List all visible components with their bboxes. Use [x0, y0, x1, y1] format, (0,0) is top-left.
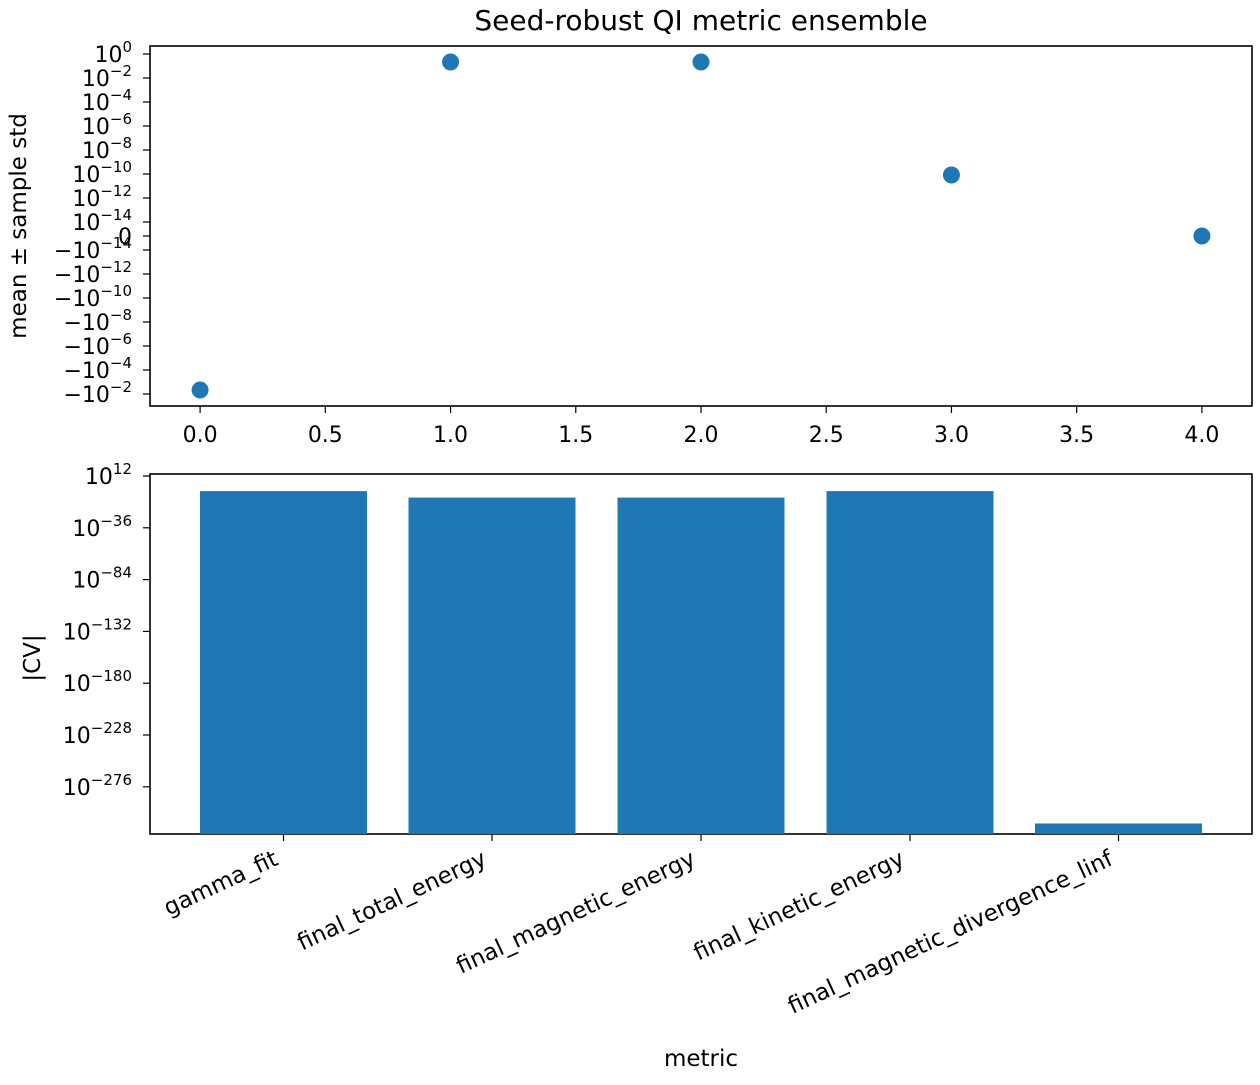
scatter-y-axis-label: mean ± sample std	[6, 113, 32, 339]
scatter-y-tick-label: −10−2	[63, 378, 132, 408]
bar-category-label: final_magnetic_divergence_linf	[784, 845, 1118, 1019]
scatter-x-tick-label: 0.5	[308, 423, 343, 448]
bar-y-axis-label: |CV|	[20, 634, 46, 681]
bar-y-tick-label: 10−276	[63, 771, 132, 801]
scatter-point	[191, 381, 209, 399]
scatter-y-tick-label: 10−8	[82, 134, 132, 164]
bar	[1035, 823, 1202, 834]
bar-series	[200, 491, 1202, 834]
scatter-y-tick-label: 10−6	[82, 110, 132, 140]
scatter-panel: 0.0 0.5 1.0 1.5 2.0 2.5 3.0 3.5 4.0 10010−210−41…	[6, 38, 1253, 448]
bar-category-label: gamma_fit	[160, 846, 282, 921]
bar-category-label: final_kinetic_energy	[690, 846, 909, 966]
scatter-point	[1193, 227, 1211, 245]
scatter-x-tick-label: 0.0	[183, 423, 218, 448]
scatter-y-tick-label: 0	[118, 225, 132, 250]
scatter-y-tick-label: −10−10	[54, 282, 132, 312]
scatter-point	[692, 53, 710, 71]
bar-y-tick-label: 10−132	[63, 615, 132, 645]
scatter-series	[191, 53, 1211, 399]
scatter-plot-area	[149, 45, 1253, 407]
chart-title: Seed-robust QI metric ensemble	[474, 4, 927, 37]
scatter-y-tick-label: −10−12	[54, 258, 132, 288]
scatter-y-tick-label: 10−12	[72, 182, 132, 212]
scatter-y-tick-label: 10−4	[82, 86, 132, 116]
scatter-y-tick-label: 10−2	[82, 62, 132, 92]
scatter-y-axis: 10010−210−410−610−810−1010−1210−140−10−1…	[54, 38, 150, 408]
bar	[617, 497, 785, 834]
scatter-y-tick-label: 100	[94, 38, 132, 68]
bar	[408, 497, 576, 834]
scatter-x-tick-label: 2.0	[684, 423, 719, 448]
scatter-y-tick-label: −10−4	[63, 354, 132, 384]
bar-y-tick-label: 10−180	[63, 667, 132, 697]
scatter-x-axis: 0.0 0.5 1.0 1.5 2.0 2.5 3.0 3.5 4.0	[183, 406, 1219, 448]
bar-y-axis: 1012 10−36 10−84 10−132 10−180 10−228 10−276	[63, 460, 150, 801]
bar	[200, 491, 367, 834]
bar-panel: 1012 10−36 10−84 10−132 10−180 10−228 10−276 g…	[20, 460, 1253, 1072]
bar-y-tick-label: 1012	[85, 460, 132, 490]
bar	[826, 491, 994, 834]
bar-y-tick-label: 10−36	[72, 512, 132, 542]
scatter-x-tick-label: 4.0	[1184, 423, 1219, 448]
scatter-x-tick-label: 2.5	[809, 423, 844, 448]
scatter-x-tick-label: 3.0	[934, 423, 969, 448]
bar-category-label: final_total_energy	[293, 846, 490, 956]
bar-category-label: final_magnetic_energy	[452, 846, 699, 980]
bar-y-tick-label: 10−228	[63, 719, 132, 749]
scatter-x-tick-label: 3.5	[1059, 423, 1094, 448]
bar-x-axis-label: metric	[664, 1046, 738, 1072]
scatter-point	[942, 166, 960, 184]
scatter-y-tick-label: 10−14	[72, 206, 132, 236]
scatter-y-tick-label: −10−14	[54, 234, 132, 264]
scatter-y-tick-label: −10−8	[63, 306, 132, 336]
scatter-y-tick-label: −10−6	[63, 330, 132, 360]
scatter-point	[442, 53, 460, 71]
scatter-x-tick-label: 1.0	[433, 423, 468, 448]
bar-y-tick-label: 10−84	[72, 564, 132, 594]
bar-x-axis: gamma_fit final_total_energyfinal_magneti…	[160, 834, 1120, 1020]
scatter-y-tick-label: 10−10	[72, 158, 132, 188]
scatter-x-tick-label: 1.5	[558, 423, 593, 448]
